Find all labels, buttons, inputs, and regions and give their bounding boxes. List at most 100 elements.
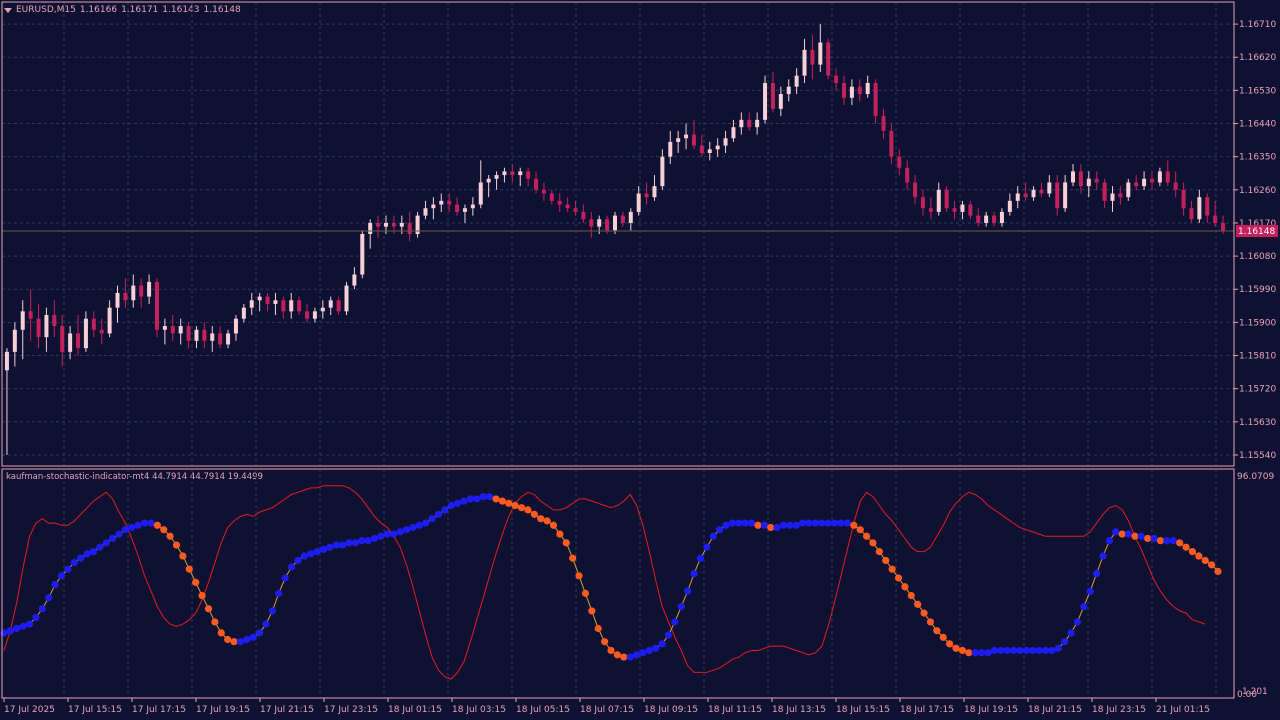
candle[interactable] [802,38,807,84]
candle[interactable] [83,311,88,352]
candle[interactable] [1197,189,1202,223]
candle[interactable] [1039,182,1044,198]
candle[interactable] [865,75,870,98]
candle[interactable] [723,130,728,153]
candle[interactable] [202,322,207,349]
candle[interactable] [186,322,191,349]
candle[interactable] [755,112,760,135]
candle[interactable] [968,200,973,220]
candle[interactable] [91,311,96,338]
candle[interactable] [28,289,33,341]
candle[interactable] [123,278,128,308]
candle[interactable] [573,200,578,216]
candle[interactable] [684,123,689,150]
candle[interactable] [194,326,199,349]
candle[interactable] [810,35,815,80]
candle[interactable] [976,208,981,227]
candle[interactable] [502,167,507,183]
candle[interactable] [162,318,167,345]
candle[interactable] [60,315,65,367]
candle[interactable] [1102,178,1107,209]
candle[interactable] [328,296,333,316]
candle[interactable] [44,307,49,352]
time-axis[interactable]: 17 Jul 2025 17 Jul 15:15 17 Jul 17:15 17 Ju… [3,698,1210,715]
candle[interactable] [731,119,736,142]
candle[interactable] [905,160,910,190]
candle[interactable] [139,278,144,308]
candle[interactable] [1086,171,1091,198]
candle[interactable] [952,200,957,220]
candle[interactable] [99,318,104,345]
candle[interactable] [541,182,546,201]
candle[interactable] [68,326,73,360]
candle[interactable] [960,200,965,220]
candle[interactable] [786,79,791,102]
indicator-plot[interactable] [0,485,1222,680]
candle[interactable] [857,79,862,102]
chart-menu-triangle-icon[interactable] [4,7,12,13]
candle[interactable] [170,315,175,341]
candle[interactable] [178,318,183,345]
candle[interactable] [873,79,878,124]
candle[interactable] [1181,182,1186,216]
candle[interactable] [439,193,444,212]
candle[interactable] [147,274,152,304]
candle[interactable] [360,230,365,279]
candle[interactable] [534,171,539,194]
candle[interactable] [218,326,223,349]
candle[interactable] [849,79,854,106]
candle[interactable] [676,130,681,153]
candle[interactable] [644,182,649,205]
candle[interactable] [320,300,325,319]
candle[interactable] [1213,200,1218,227]
candle[interactable] [76,315,81,356]
candle[interactable] [691,119,696,150]
candle[interactable] [842,75,847,106]
candle[interactable] [494,171,499,190]
candle[interactable] [920,189,925,216]
candle[interactable] [1031,186,1036,201]
candle[interactable] [1126,178,1131,201]
candle[interactable] [660,149,665,190]
candle[interactable] [565,197,570,212]
candle[interactable] [510,164,515,183]
candle[interactable] [1094,171,1099,190]
candle[interactable] [115,285,120,323]
candle[interactable] [241,303,246,323]
candle[interactable] [415,211,420,238]
candle[interactable] [1149,171,1154,190]
candle[interactable] [881,108,886,139]
candle[interactable] [257,292,262,312]
candle[interactable] [992,211,997,227]
candle[interactable] [613,211,617,234]
candle[interactable] [312,307,317,323]
candle[interactable] [1173,171,1178,198]
candle[interactable] [265,292,270,312]
candle[interactable] [233,315,238,341]
candle[interactable] [1023,182,1028,201]
candle[interactable] [1007,193,1012,216]
candle[interactable] [581,204,586,223]
candle[interactable] [636,186,641,216]
candle[interactable] [249,292,254,316]
candle[interactable] [928,197,933,220]
candle[interactable] [715,138,720,157]
candle[interactable] [1157,167,1162,187]
candle[interactable] [431,197,436,220]
candle[interactable] [210,326,215,352]
candle[interactable] [36,303,41,349]
candle[interactable] [818,24,823,72]
candle[interactable] [526,167,531,187]
candle[interactable] [1189,200,1194,223]
candle[interactable] [107,300,112,338]
candle[interactable] [1078,164,1083,194]
candle[interactable] [984,211,989,227]
candle[interactable] [447,193,452,212]
candle[interactable] [1071,164,1076,187]
candle[interactable] [826,38,831,80]
candle[interactable] [478,160,483,209]
candle[interactable] [834,68,839,91]
candle[interactable] [557,193,562,212]
candle[interactable] [770,71,775,113]
